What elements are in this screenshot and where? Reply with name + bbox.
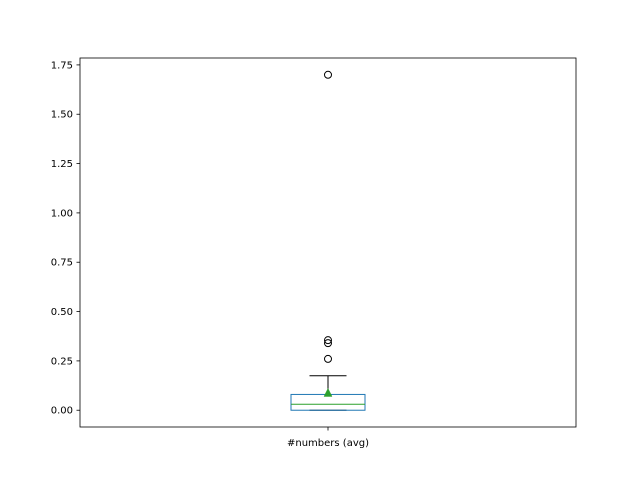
outlier-point [324, 354, 332, 363]
axes: 0.00 0.25 0.50 0.75 1.00 1.25 1.50 1.75 #numbers… [51, 60, 369, 449]
y-tick-label: 0.25 [51, 356, 73, 367]
y-tick-label: 1.50 [51, 110, 73, 121]
y-tick-label: 1.25 [51, 159, 73, 170]
plot-area [80, 58, 576, 427]
plot-frame [79, 57, 577, 428]
x-tick-label: #numbers (avg) [287, 438, 369, 449]
outlier-point [324, 339, 332, 348]
box-plot-marks [290, 70, 366, 411]
mean-marker [323, 387, 333, 397]
outlier-point [324, 70, 332, 79]
y-tick-label: 1.00 [51, 208, 73, 219]
y-tick-label: 0.50 [51, 307, 73, 318]
y-tick-label: 0.75 [51, 258, 73, 269]
outlier-point [324, 336, 332, 345]
y-tick-label: 0.00 [51, 406, 73, 417]
y-tick-label: 1.75 [51, 60, 73, 71]
